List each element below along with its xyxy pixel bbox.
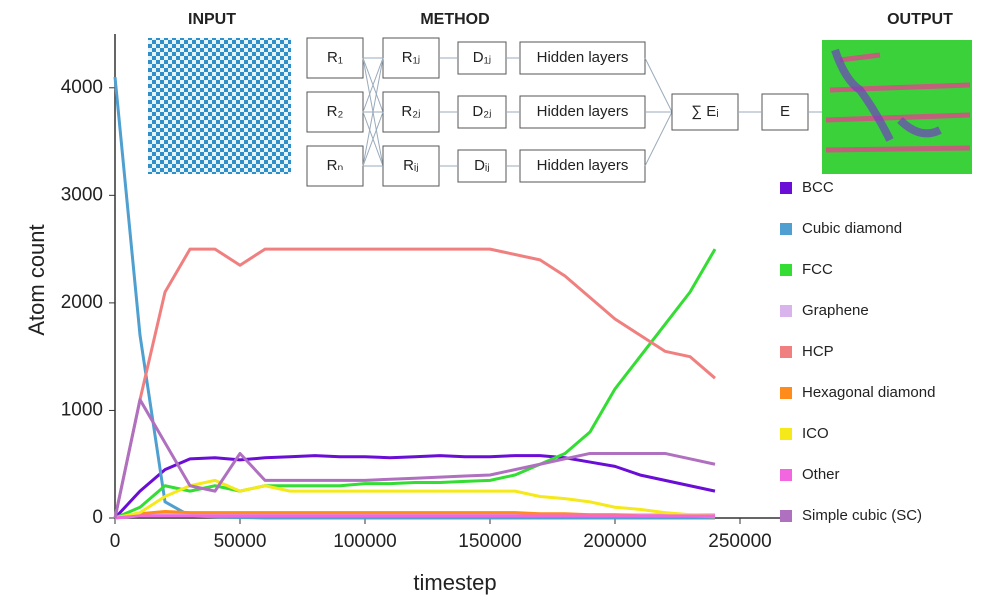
r-label: R₂ [327, 103, 344, 120]
legend-label: HCP [802, 343, 834, 360]
x-tick-label: 150000 [458, 531, 521, 552]
output-image [822, 40, 972, 174]
legend-swatch [780, 387, 792, 399]
rj-label-box [382, 145, 440, 187]
d-label-box [457, 149, 507, 183]
r-label-box [306, 37, 364, 79]
x-axis-label: timestep [413, 570, 496, 595]
arrow [362, 111, 384, 167]
x-tick-label: 0 [110, 531, 121, 552]
legend-label: Other [802, 466, 840, 483]
hidden-label-box [519, 41, 646, 75]
r-label-box [306, 91, 364, 133]
hidden-label: Hidden layers [537, 49, 629, 66]
d-label: D₁ⱼ [473, 49, 492, 66]
legend-label: BCC [802, 179, 834, 196]
legend-label: Hexagonal diamond [802, 384, 935, 401]
legend-label: ICO [802, 425, 829, 442]
output-label: OUTPUT [887, 11, 953, 28]
y-axis-label: Atom count [24, 224, 49, 335]
legend-label: Simple cubic (SC) [802, 507, 922, 524]
hidden-label: Hidden layers [537, 157, 629, 174]
series-line [114, 478, 716, 520]
legend-swatch [780, 223, 792, 235]
series-line [114, 514, 715, 520]
d-label: Dᵢⱼ [474, 157, 490, 174]
method-label: METHOD [420, 11, 489, 28]
legend-label: Cubic diamond [802, 220, 902, 237]
x-tick-label: 100000 [333, 531, 396, 552]
legend-swatch [780, 305, 792, 317]
arrow [644, 57, 673, 113]
series-line [114, 248, 717, 520]
sum-label: ∑ Eᵢ [691, 103, 718, 120]
e-label: E [780, 103, 790, 120]
y-tick-label: 2000 [61, 292, 103, 313]
legend-swatch [780, 469, 792, 481]
r-label-box [306, 145, 364, 187]
y-tick-label: 1000 [61, 399, 103, 420]
input-label: INPUT [188, 11, 236, 28]
series-line [113, 454, 716, 520]
arrow [362, 57, 384, 167]
plot-area: 0 1000 2000 3000 4000 0 50000 100000 150000 20000… [61, 34, 935, 552]
x-tick-label: 200000 [583, 531, 646, 552]
legend-swatch [780, 264, 792, 276]
d-label-box [457, 95, 507, 129]
legend-label: Graphene [802, 302, 869, 319]
arrow [644, 111, 673, 167]
e-label-box [761, 93, 809, 131]
r-label: Rₙ [327, 157, 344, 174]
rj-label: R₁ⱼ [402, 49, 421, 66]
rj-label: Rᵢⱼ [403, 157, 419, 174]
x-tick-label: 250000 [708, 531, 771, 552]
legend-swatch [780, 428, 792, 440]
legend-swatch [780, 510, 792, 522]
rj-label-box [382, 37, 440, 79]
input-image [148, 38, 291, 174]
d-label-box [457, 41, 507, 75]
y-tick-label: 4000 [61, 77, 103, 98]
method-diagram: INPUT METHOD OUTPUT R₁ R₁ⱼ D₁ⱼ Hidden layer… [148, 11, 972, 187]
x-tick-label: 50000 [214, 531, 267, 552]
y-tick-label: 3000 [61, 184, 103, 205]
y-tick-label: 0 [92, 507, 103, 528]
legend-swatch [780, 182, 792, 194]
series-line [113, 247, 716, 519]
r-label: R₁ [327, 49, 343, 66]
rj-label: R₂ⱼ [401, 103, 420, 120]
d-label: D₂ⱼ [472, 103, 491, 120]
legend-swatch [780, 346, 792, 358]
legend-label: FCC [802, 261, 833, 278]
arrow [362, 57, 384, 113]
series-line [113, 398, 716, 519]
hidden-label: Hidden layers [537, 103, 629, 120]
